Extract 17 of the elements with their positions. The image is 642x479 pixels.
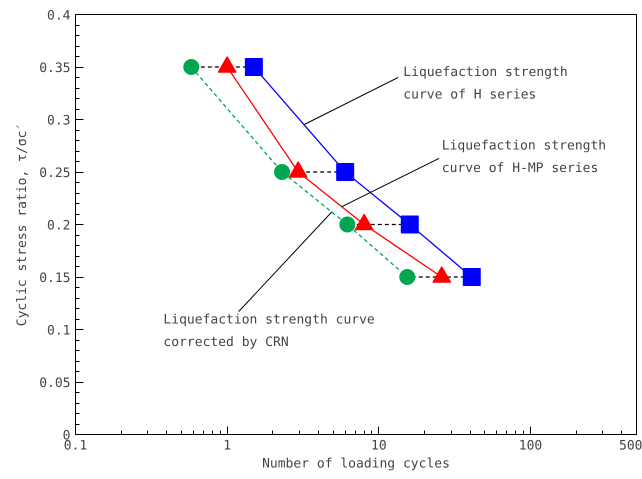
y-tick-label: 0.3	[47, 114, 71, 128]
x-tick-label: 10	[371, 438, 387, 454]
y-tick-label: 0.1	[47, 324, 71, 338]
y-tick-label: 0.15	[39, 271, 71, 286]
x-tick-label: 100	[518, 438, 542, 454]
y-tick-label: 0.25	[39, 166, 71, 181]
x-axis-title: Number of loading cycles	[262, 456, 450, 472]
y-tick-label: 0.2	[47, 218, 71, 234]
annotation: Liquefaction strength curve corrected by CRN	[163, 312, 375, 350]
x-tick-label: 500	[619, 438, 642, 454]
y-tick-label: 0.05	[39, 376, 71, 391]
y-tick-label: 0.35	[39, 61, 71, 76]
annotation: Liquefaction strength curve of H series	[403, 64, 568, 102]
y-axis-title: Cyclic stress ratio, τ/σc′	[15, 122, 30, 326]
y-tick-label: 0.4	[47, 8, 71, 24]
x-tick-label: 1	[223, 438, 232, 454]
annotation: Liquefaction strength curve of H-MP series	[442, 138, 606, 176]
